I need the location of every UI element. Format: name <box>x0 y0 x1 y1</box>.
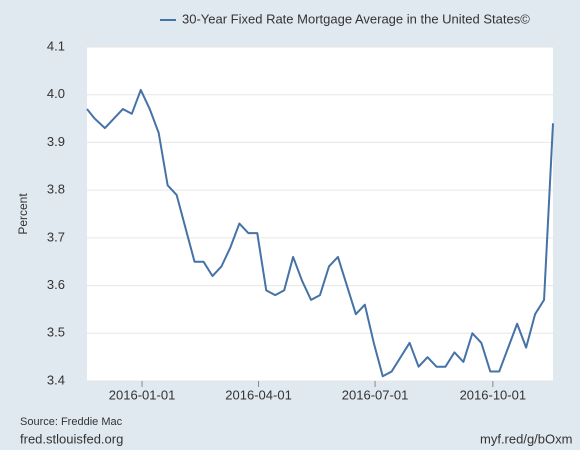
plot-area <box>87 47 553 381</box>
y-tick-label: 4.1 <box>47 38 65 53</box>
x-tick-label: 2016-01-01 <box>109 387 176 402</box>
footer-right: myf.red/g/bOxm <box>480 431 572 446</box>
y-tick-label: 4.0 <box>47 86 65 101</box>
x-tick-label: 2016-10-01 <box>460 387 527 402</box>
footer-left: fred.stlouisfed.org <box>20 431 123 446</box>
x-tick-label: 2016-04-01 <box>225 387 292 402</box>
y-tick-label: 3.7 <box>47 229 65 244</box>
y-tick-label: 3.9 <box>47 134 65 149</box>
source: Source: Freddie Mac <box>20 416 123 428</box>
legend-label: 30-Year Fixed Rate Mortgage Average in t… <box>182 11 530 26</box>
y-tick-label: 3.8 <box>47 182 65 197</box>
x-tick-label: 2016-07-01 <box>342 387 409 402</box>
y-axis-label: Percent <box>16 193 30 235</box>
data-line <box>86 88 554 378</box>
y-tick-label: 3.6 <box>47 277 65 292</box>
y-tick-label: 3.4 <box>47 372 65 387</box>
y-tick-label: 3.5 <box>47 325 65 340</box>
